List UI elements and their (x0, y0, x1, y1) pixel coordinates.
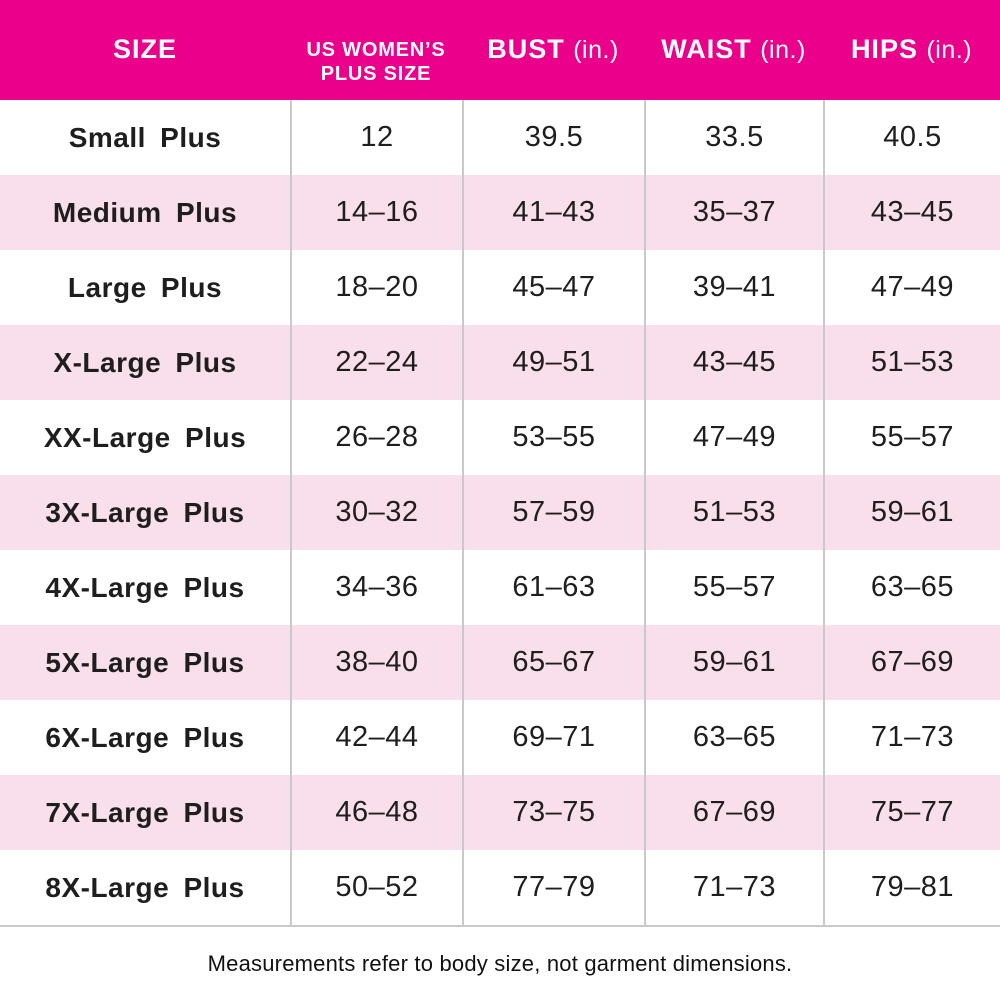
hips-cell: 75–77 (823, 775, 1000, 850)
size-cell: 8X-Large Plus (45, 871, 245, 903)
table-row: 6X-Large Plus 42–44 69–71 63–65 71–73 (0, 700, 1000, 775)
plus-size-cell: 30–32 (290, 475, 462, 550)
bust-cell: 49–51 (462, 325, 644, 400)
waist-cell: 51–53 (644, 475, 823, 550)
plus-size-cell: 14–16 (290, 175, 462, 250)
hips-cell: 43–45 (823, 175, 1000, 250)
plus-size-cell: 12 (290, 100, 462, 175)
bust-cell: 69–71 (462, 700, 644, 775)
bust-cell: 57–59 (462, 475, 644, 550)
header-waist-label: WAIST (661, 34, 752, 65)
plus-size-cell: 38–40 (290, 625, 462, 700)
bust-cell: 65–67 (462, 625, 644, 700)
waist-cell: 59–61 (644, 625, 823, 700)
header-hips-label: HIPS (850, 34, 918, 65)
plus-size-cell: 50–52 (290, 850, 462, 925)
table-row: 5X-Large Plus 38–40 65–67 59–61 67–69 (0, 625, 1000, 700)
size-cell: XX-Large Plus (43, 421, 247, 453)
header-cell-waist: WAIST (in.) (644, 34, 823, 65)
table-row: Medium Plus 14–16 41–43 35–37 43–45 (0, 175, 1000, 250)
hips-cell: 67–69 (823, 625, 1000, 700)
header-waist-unit: (in.) (760, 36, 806, 65)
hips-cell: 40.5 (823, 100, 1000, 175)
bust-cell: 73–75 (462, 775, 644, 850)
hips-cell: 79–81 (823, 850, 1000, 925)
plus-size-cell: 42–44 (290, 700, 462, 775)
table-row: 7X-Large Plus 46–48 73–75 67–69 75–77 (0, 775, 1000, 850)
size-cell: 5X-Large Plus (45, 646, 245, 678)
table-row: XX-Large Plus 26–28 53–55 47–49 55–57 (0, 400, 1000, 475)
header-cell-bust: BUST (in.) (462, 34, 644, 65)
footer-note: Measurements refer to body size, not gar… (207, 950, 793, 976)
hips-cell: 47–49 (823, 250, 1000, 325)
size-cell: X-Large Plus (53, 346, 237, 378)
bust-cell: 45–47 (462, 250, 644, 325)
header-bust-label: BUST (487, 34, 565, 65)
size-cell: Medium Plus (52, 196, 238, 228)
waist-cell: 35–37 (644, 175, 823, 250)
size-cell: 4X-Large Plus (45, 571, 245, 603)
header-cell-hips: HIPS (in.) (823, 34, 1000, 65)
waist-cell: 39–41 (644, 250, 823, 325)
header-hips-unit: (in.) (926, 36, 973, 65)
table-row: 8X-Large Plus 50–52 77–79 71–73 79–81 (0, 850, 1000, 925)
bust-cell: 61–63 (462, 550, 644, 625)
hips-cell: 63–65 (823, 550, 1000, 625)
header-cell-plus-size: US WOMEN’S PLUS SIZE (290, 14, 462, 86)
table-row: 4X-Large Plus 34–36 61–63 55–57 63–65 (0, 550, 1000, 625)
bust-cell: 41–43 (462, 175, 644, 250)
hips-cell: 59–61 (823, 475, 1000, 550)
table-row: 3X-Large Plus 30–32 57–59 51–53 59–61 (0, 475, 1000, 550)
header-size-label: SIZE (112, 34, 177, 65)
chart-footer: Measurements refer to body size, not gar… (0, 927, 1000, 1000)
hips-cell: 55–57 (823, 400, 1000, 475)
size-cell: Small Plus (68, 121, 222, 153)
size-cell: Large Plus (67, 271, 223, 303)
header-bust-unit: (in.) (573, 36, 619, 65)
waist-cell: 47–49 (644, 400, 823, 475)
bust-cell: 77–79 (462, 850, 644, 925)
plus-size-cell: 26–28 (290, 400, 462, 475)
plus-size-cell: 18–20 (290, 250, 462, 325)
size-cell: 7X-Large Plus (45, 796, 245, 828)
waist-cell: 67–69 (644, 775, 823, 850)
hips-cell: 51–53 (823, 325, 1000, 400)
waist-cell: 71–73 (644, 850, 823, 925)
header-cell-size: SIZE (0, 34, 290, 65)
table-row: X-Large Plus 22–24 49–51 43–45 51–53 (0, 325, 1000, 400)
table-header-row: SIZE US WOMEN’S PLUS SIZE BUST (in.) WAI… (0, 0, 1000, 100)
bust-cell: 53–55 (462, 400, 644, 475)
plus-size-cell: 22–24 (290, 325, 462, 400)
waist-cell: 63–65 (644, 700, 823, 775)
size-cell: 3X-Large Plus (45, 496, 245, 528)
waist-cell: 43–45 (644, 325, 823, 400)
table-row: Large Plus 18–20 45–47 39–41 47–49 (0, 250, 1000, 325)
plus-size-cell: 34–36 (290, 550, 462, 625)
hips-cell: 71–73 (823, 700, 1000, 775)
waist-cell: 55–57 (644, 550, 823, 625)
table-row: Small Plus 12 39.5 33.5 40.5 (0, 100, 1000, 175)
bust-cell: 39.5 (462, 100, 644, 175)
table-body: Small Plus 12 39.5 33.5 40.5 Medium Plus… (0, 100, 1000, 927)
waist-cell: 33.5 (644, 100, 823, 175)
size-cell: 6X-Large Plus (45, 721, 245, 753)
plus-size-cell: 46–48 (290, 775, 462, 850)
header-plus-size-label: US WOMEN’S PLUS SIZE (306, 39, 446, 85)
